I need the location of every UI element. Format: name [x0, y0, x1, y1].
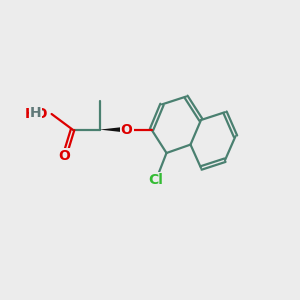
Text: O: O: [121, 123, 133, 136]
Polygon shape: [100, 127, 127, 133]
Text: ·: ·: [40, 105, 45, 118]
Text: HO: HO: [25, 107, 48, 121]
Text: H: H: [29, 106, 41, 120]
Text: O: O: [58, 149, 70, 163]
Text: Cl: Cl: [148, 173, 164, 187]
